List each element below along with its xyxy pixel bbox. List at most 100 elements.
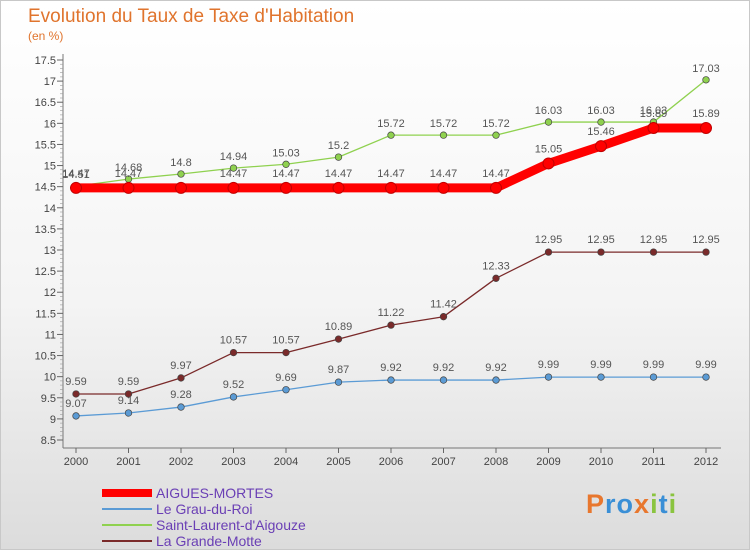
y-tick-label: 11.5 xyxy=(35,308,56,320)
data-label: 14.47 xyxy=(482,168,510,180)
data-point xyxy=(387,131,395,139)
data-point xyxy=(280,181,292,194)
y-tick-label: 12.5 xyxy=(35,266,56,278)
data-label: 11.42 xyxy=(430,299,457,311)
data-label: 15.89 xyxy=(640,108,668,120)
y-tick-label: 17 xyxy=(44,76,56,88)
data-label: 12.33 xyxy=(482,260,510,272)
data-label: 11.22 xyxy=(378,307,405,319)
data-label: 15.05 xyxy=(535,143,563,155)
data-label: 14.47 xyxy=(220,168,248,180)
y-tick-label: 14.5 xyxy=(35,182,56,194)
data-point xyxy=(542,157,555,170)
data-label: 9.92 xyxy=(485,362,506,374)
y-tick-label: 15 xyxy=(44,161,56,173)
data-label: 15.03 xyxy=(272,147,300,159)
data-point xyxy=(229,393,238,401)
data-point xyxy=(649,373,658,381)
data-point xyxy=(70,181,82,194)
data-label: 9.99 xyxy=(538,359,559,371)
x-tick-label: 2004 xyxy=(274,456,298,468)
y-tick-label: 11 xyxy=(45,329,56,341)
data-label: 9.99 xyxy=(643,359,664,371)
data-point xyxy=(334,378,343,386)
data-point xyxy=(177,403,185,411)
data-label: 14.47 xyxy=(430,168,458,180)
data-label: 14.8 xyxy=(170,157,191,169)
y-tick-label: 13.5 xyxy=(35,224,56,236)
data-label: 9.69 xyxy=(275,372,296,384)
data-label: 14.51 xyxy=(62,169,90,181)
data-point xyxy=(595,140,607,153)
logo-letter: i xyxy=(650,489,659,519)
data-label: 9.97 xyxy=(170,360,191,372)
data-point xyxy=(647,121,660,134)
data-label: 9.52 xyxy=(223,379,244,391)
data-label: 14.47 xyxy=(272,168,300,180)
data-label: 10.57 xyxy=(272,335,300,347)
y-tick-label: 8.5 xyxy=(41,435,56,447)
data-point xyxy=(72,390,80,398)
data-label: 16.03 xyxy=(587,105,615,117)
data-label: 14.94 xyxy=(220,151,248,163)
y-tick-label: 14 xyxy=(44,203,56,215)
data-point xyxy=(544,118,553,126)
data-label: 9.07 xyxy=(65,398,86,410)
data-label: 9.28 xyxy=(170,389,191,401)
x-tick-label: 2011 xyxy=(642,456,666,468)
data-point xyxy=(437,181,450,194)
data-point xyxy=(177,170,185,178)
data-point xyxy=(597,248,605,256)
data-point xyxy=(334,335,343,343)
y-tick-label: 13 xyxy=(44,245,56,257)
data-point xyxy=(439,313,448,321)
data-label: 9.59 xyxy=(118,376,139,388)
data-point xyxy=(334,153,343,161)
y-tick-label: 10 xyxy=(44,372,56,384)
data-label: 14.47 xyxy=(377,168,405,180)
data-point xyxy=(282,348,290,357)
data-label: 15.72 xyxy=(482,118,510,130)
data-point xyxy=(124,390,133,398)
legend-swatch xyxy=(102,508,152,510)
x-tick-label: 2006 xyxy=(379,456,403,468)
data-point xyxy=(227,181,240,194)
y-tick-label: 12 xyxy=(44,287,56,299)
data-point xyxy=(175,181,187,194)
legend-label: Saint-Laurent-d'Aigouze xyxy=(156,517,306,533)
data-label: 16.03 xyxy=(640,105,668,117)
y-tick-label: 16 xyxy=(44,118,56,130)
data-label: 9.99 xyxy=(590,359,611,371)
data-label: 9.59 xyxy=(65,376,86,388)
logo-letter: r xyxy=(605,489,617,519)
data-point xyxy=(702,248,710,256)
x-tick-label: 2007 xyxy=(431,456,455,468)
data-point xyxy=(702,76,710,84)
data-label: 9.14 xyxy=(118,395,139,407)
data-label: 10.89 xyxy=(325,321,353,333)
x-tick-label: 2010 xyxy=(589,456,613,468)
data-point xyxy=(387,321,395,329)
data-point xyxy=(702,373,710,381)
chart-subtitle: (en %) xyxy=(28,29,64,43)
data-label: 12.95 xyxy=(535,234,563,246)
data-point xyxy=(544,248,553,256)
data-point xyxy=(700,121,712,134)
x-tick-label: 2005 xyxy=(326,456,350,468)
data-label: 12.95 xyxy=(587,234,615,246)
data-label: 12.95 xyxy=(692,234,720,246)
data-label: 9.92 xyxy=(433,362,454,374)
data-label: 15.72 xyxy=(377,118,405,130)
x-tick-label: 2009 xyxy=(536,456,560,468)
data-point xyxy=(439,131,448,139)
y-tick-label: 9 xyxy=(50,414,56,426)
data-label: 16.03 xyxy=(535,105,563,117)
data-label: 14.47 xyxy=(325,168,353,180)
logo-letter: t xyxy=(658,489,669,519)
y-tick-label: 16.5 xyxy=(35,97,56,109)
y-tick-label: 10.5 xyxy=(35,351,56,363)
data-point xyxy=(597,373,605,381)
data-point xyxy=(492,274,500,282)
